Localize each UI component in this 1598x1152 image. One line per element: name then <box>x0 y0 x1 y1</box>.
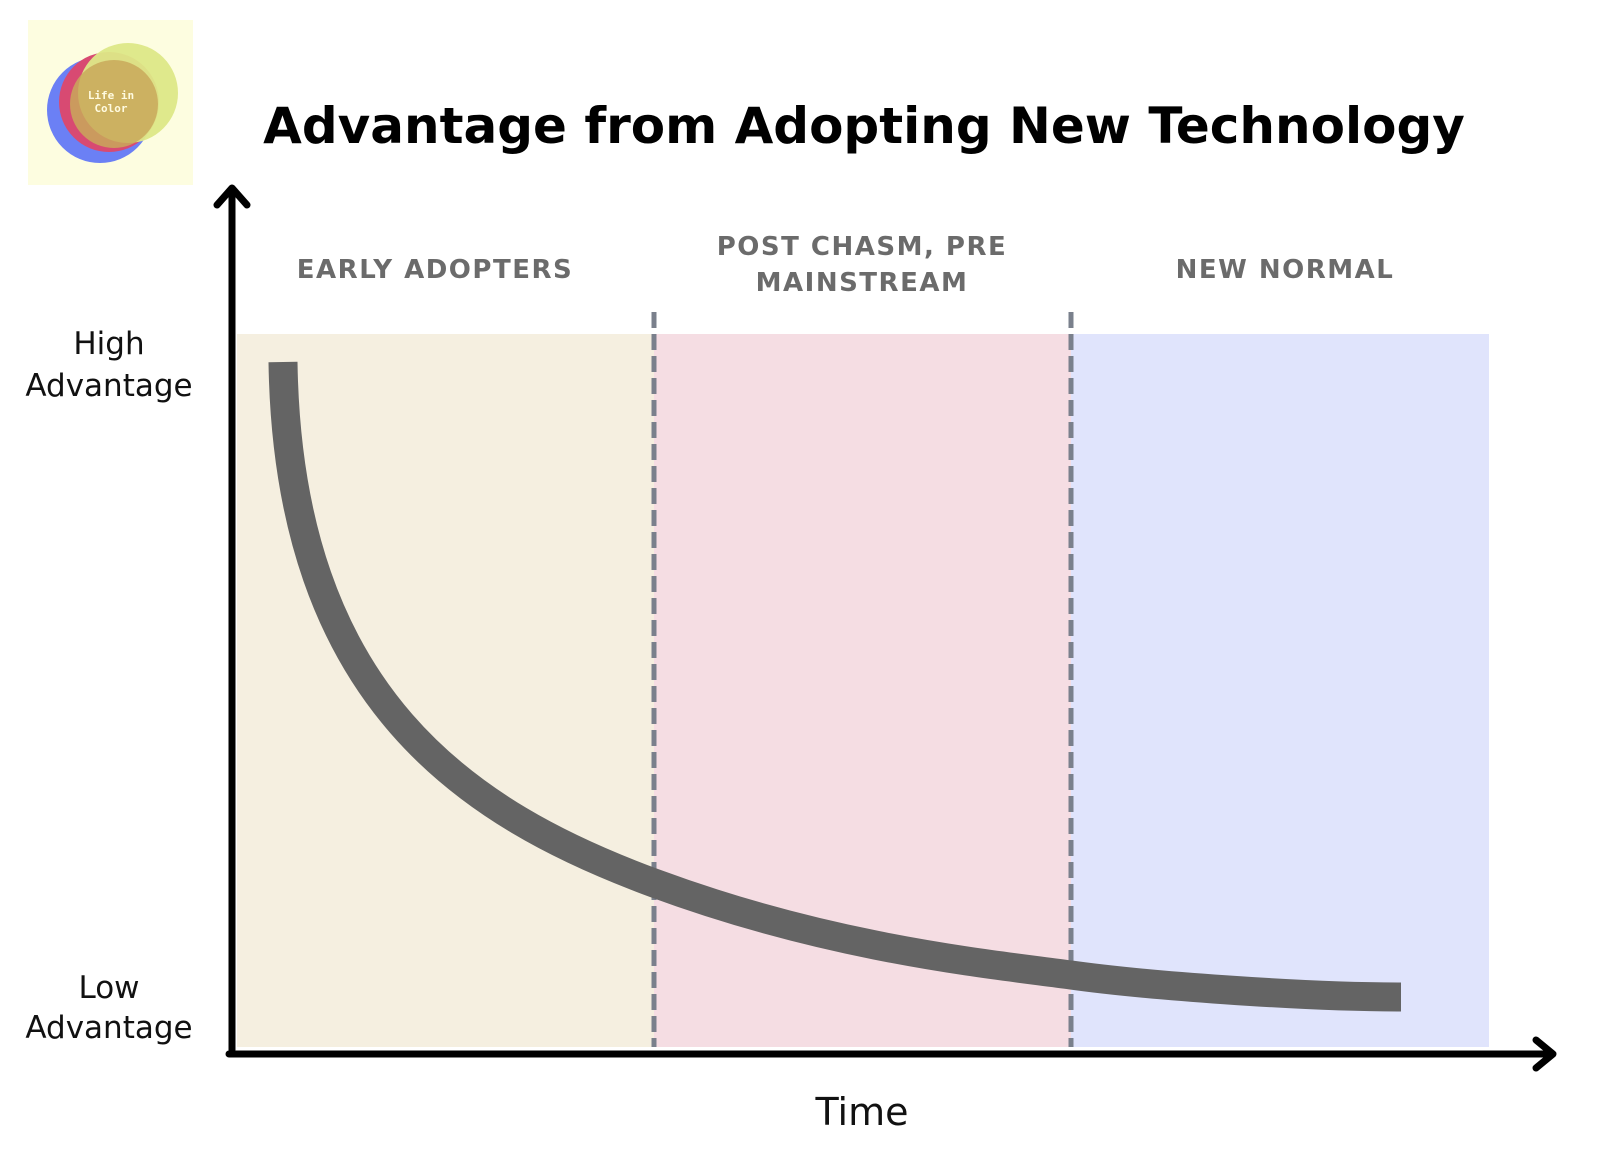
x-axis-arrow <box>1532 1036 1557 1072</box>
phase-band <box>237 334 654 1047</box>
y-axis-label: High <box>73 326 144 362</box>
logo-text: Life in <box>88 89 134 102</box>
advantage-curve <box>268 361 1402 1012</box>
y-axis-label: Advantage <box>25 1010 192 1046</box>
phase-label: MAINSTREAM <box>756 268 969 298</box>
logo-text: Color <box>94 102 127 115</box>
logo-circle <box>70 60 158 148</box>
phase-label: NEW NORMAL <box>1176 255 1395 285</box>
logo: Life in Color <box>28 20 193 185</box>
phase-label: POST CHASM, PRE <box>717 232 1008 262</box>
y-axis-label: Advantage <box>25 368 192 404</box>
phase-band <box>1071 334 1489 1047</box>
y-axis-label: Low <box>78 970 139 1006</box>
axes <box>213 184 1557 1072</box>
y-axis-arrow <box>213 184 251 209</box>
x-axis-label: Time <box>815 1090 909 1134</box>
phase-label: EARLY ADOPTERS <box>297 255 573 285</box>
title: Advantage from Adopting New Technology <box>263 97 1465 155</box>
